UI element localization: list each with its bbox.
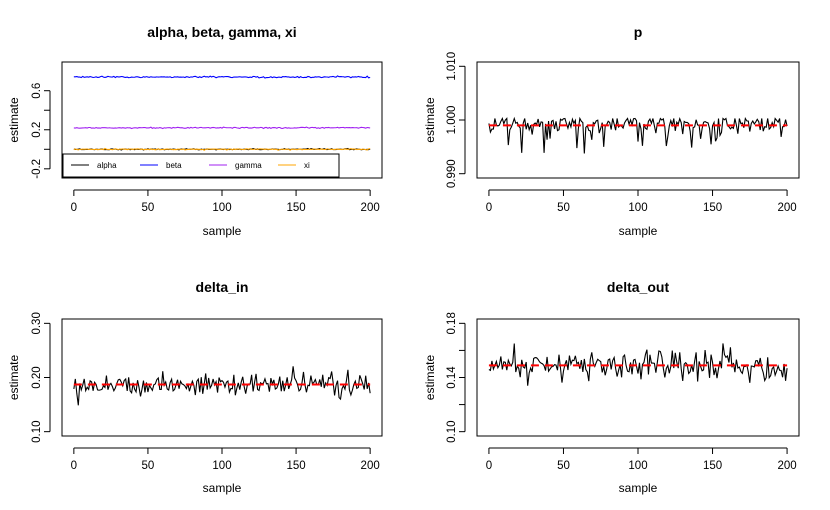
x-tick-label: 0	[486, 460, 492, 472]
x-axis-label: sample	[619, 481, 658, 495]
x-axis-label: sample	[203, 481, 242, 495]
x-tick-label: 200	[361, 202, 380, 214]
chart-panel-0: alpha, beta, gamma, xi sample estimate 0 50 1…	[7, 24, 383, 238]
series-line-delta_out	[488, 343, 788, 386]
legend-box	[62, 153, 340, 178]
plot-frame	[476, 318, 800, 437]
x-tick-label: 200	[777, 460, 796, 472]
x-tick-label: 200	[361, 460, 380, 472]
y-axis-label: estimate	[423, 97, 437, 143]
series-line-beta	[73, 75, 371, 79]
y-tick-label: 0.18	[446, 312, 458, 334]
y-tick-label: 0.10	[31, 420, 43, 442]
plot-frame	[61, 61, 383, 179]
y-tick-label: 0.14	[446, 366, 458, 389]
y-axis-label: estimate	[423, 355, 437, 401]
series-line-gamma	[73, 126, 371, 130]
chart-title: p	[634, 24, 643, 40]
chart-title: delta_in	[196, 279, 249, 295]
x-tick-label: 150	[703, 202, 722, 214]
x-tick-label: 0	[71, 202, 77, 214]
series-line-p	[488, 116, 788, 154]
x-tick-label: 100	[628, 460, 647, 472]
series-line-delta_in	[73, 366, 371, 406]
plot-area	[488, 116, 788, 154]
legend-label: alpha	[97, 161, 117, 170]
y-tick-label: 0.30	[31, 312, 43, 334]
legend-label: xi	[304, 161, 310, 170]
x-tick-label: 50	[142, 460, 155, 472]
y-tick-label: 0.10	[446, 420, 458, 442]
plot-frame	[476, 61, 800, 179]
legend: alpha beta gamma xi	[62, 153, 340, 178]
y-tick-label: -0.2	[31, 159, 43, 179]
x-tick-label: 100	[212, 202, 231, 214]
chart-title: alpha, beta, gamma, xi	[147, 24, 296, 40]
legend-label: gamma	[235, 161, 262, 170]
y-tick-label: 1.010	[446, 52, 458, 81]
legend-label: beta	[166, 161, 182, 170]
y-axis-label: estimate	[7, 97, 21, 143]
y-tick-label: 0.990	[446, 159, 458, 188]
plot-frame	[61, 318, 383, 437]
x-tick-label: 150	[286, 460, 305, 472]
x-tick-label: 50	[557, 202, 570, 214]
x-tick-label: 0	[71, 460, 77, 472]
x-tick-label: 0	[486, 202, 492, 214]
chart-title: delta_out	[607, 279, 670, 295]
plot-area	[488, 343, 788, 386]
plot-area	[73, 75, 371, 151]
x-tick-label: 150	[286, 202, 305, 214]
y-tick-label: 0.6	[31, 83, 43, 99]
plot-area	[73, 366, 371, 406]
y-axis-label: estimate	[7, 355, 21, 401]
x-tick-label: 50	[557, 460, 570, 472]
chart-panel-1: p sample estimate 0 50 100 150 200 0.990 1.000 1.0…	[423, 24, 800, 238]
x-tick-label: 100	[212, 460, 231, 472]
x-axis-label: sample	[619, 224, 658, 238]
y-tick-label: 0.20	[31, 366, 43, 388]
x-tick-label: 150	[703, 460, 722, 472]
y-tick-label: 1.000	[446, 106, 458, 135]
x-tick-label: 50	[142, 202, 155, 214]
series-line-xi	[73, 147, 371, 151]
y-tick-label: 0.2	[31, 122, 43, 138]
x-tick-label: 200	[777, 202, 796, 214]
x-axis-label: sample	[203, 224, 242, 238]
x-tick-label: 100	[628, 202, 647, 214]
